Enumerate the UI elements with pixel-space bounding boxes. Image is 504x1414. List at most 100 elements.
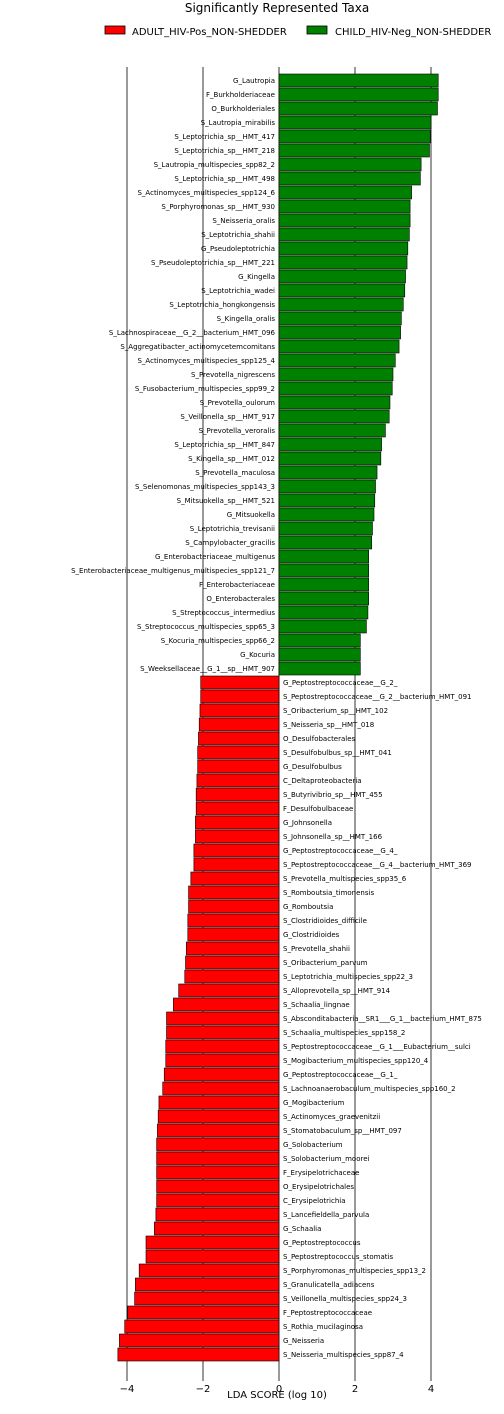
bars-group [117,73,439,1362]
bar [278,465,378,480]
bar [117,1347,280,1362]
bar [154,1221,280,1236]
x-axis-label: LDA SCORE (log 10) [227,1390,327,1401]
bar-label: S_Lachnoanaerobaculum_multispecies_spp16… [283,1085,456,1093]
bar-label: S_Neisseria_oralis [212,217,275,225]
bar-label: G_Schaalia [283,1225,321,1233]
bar-label: S_Lancefieldella_parvula [283,1211,369,1219]
bar-label: G_Peptostreptococcaceae__G_4_ [283,847,398,855]
bar [190,871,280,886]
bar [278,353,396,368]
x-tick-label: 0 [276,1384,282,1395]
bar [197,759,280,774]
bar [198,731,280,746]
bar [166,1011,280,1026]
bar [199,703,280,718]
bar-label: S_Fusobacterium_multispecies_spp99_2 [135,385,275,393]
bar-label: S_Porphyromonas_multispecies_spp13_2 [283,1267,426,1275]
bar-label: S_Campylobacter_gracilis [185,539,275,547]
bar [278,661,361,676]
legend-label-child: CHILD_HIV-Neg_NON-SHEDDER [335,27,491,38]
bar [158,1095,280,1110]
x-tick-label: 4 [428,1384,434,1395]
bar [278,591,369,606]
bar-label: S_Granulicatella_adiacens [283,1281,375,1289]
bar [278,269,406,284]
bar [145,1249,280,1264]
bar [278,381,393,396]
bar-label: O_Enterobacterales [206,595,275,603]
bar-label: F_Enterobacteriaceae [199,581,275,589]
x-tick-label: −4 [120,1384,135,1395]
bar [278,409,390,424]
bar-label: S_Peptostreptococcaceae__G_2__bacterium_… [283,693,471,701]
bar-label: G_Peptostreptococcaceae__G_1_ [283,1071,398,1079]
x-tick-label: 2 [352,1384,358,1395]
bar [278,535,373,550]
bar-label: S_Mogibacterium_multispecies_spp120_4 [283,1057,429,1065]
bar [278,339,400,354]
bar-label: F_Peptostreptococcaceae [283,1309,372,1317]
bar-label: G_Desulfobulbus [283,763,342,771]
bar-labels-group: G_Lautropia F_Burkholderiaceae O_Burkholde… [71,77,482,1359]
legend-swatch-child [306,25,328,35]
bar [200,689,280,704]
bar [278,283,406,298]
bar [278,311,402,326]
bar [157,1123,280,1138]
bar-label: S_Leptotrichia_multispecies_spp22_3 [283,973,413,981]
bar-label: G_Peptostreptococcaceae__G_2_ [283,679,398,687]
bar [278,143,430,158]
bar-label: S_Oribacterium_sp__HMT_102 [283,707,388,715]
bar [278,605,369,620]
bar-label: S_Lachnospiraceae__G_2__bacterium_HMT_09… [109,329,276,337]
x-axis: −4 −2 0 2 4 [120,1377,434,1395]
bar-label: S_Leptotrichia_sp__HMT_417 [174,133,275,141]
bar-label: S_Kingella_oralis [217,315,276,323]
bar [135,1277,280,1292]
bar [278,507,375,522]
bar-label: G_Pseudoleptotrichia [201,245,275,253]
bar-label: G_Kingella [238,273,275,281]
bar [278,395,391,410]
bar-label: S_Actinomyces_graevenitzii [283,1113,380,1121]
bar-label: S_Actinomyces_multispecies_spp125_4 [137,357,275,365]
bar-label: S_Leptotrichia_hongkongensis [169,301,275,309]
bar [162,1081,280,1096]
bar-label: S_Oribacterium_parvum [283,959,368,967]
bar [278,297,404,312]
bar-label: S_Kocuria_multispecies_spp66_2 [161,637,275,645]
bar-label: G_Enterobacteriaceae_multigenus [155,553,275,561]
bar [157,1109,280,1124]
bar [187,927,280,942]
bar-label: S_Prevotella_veroralis [199,427,276,435]
bar-label: O_Burkholderiales [211,105,275,113]
bar [188,885,280,900]
bar [278,227,410,242]
bar [155,1207,280,1222]
bar-label: S_Prevotella_nigrescens [191,371,275,379]
bar-label: O_Erysipelotrichales [283,1183,354,1191]
bar-label: S_Leptotrichia_sp__HMT_847 [174,441,275,449]
bar [184,969,280,984]
bar [278,171,421,186]
bar-label: S_Streptococcus_multispecies_spp65_3 [137,623,275,631]
bar-label: S_Alloprevotella_sp__HMT_914 [283,987,391,995]
bar [124,1319,280,1334]
bar [195,801,280,816]
bar-label: S_Neisseria_sp__HMT_018 [283,721,374,729]
bar [156,1151,280,1166]
bar-label: S_Prevotella_oulorum [200,399,275,407]
bar-label: S_Peptostreptococcaceae__G_1___Eubacteri… [283,1043,471,1051]
bar [145,1235,280,1250]
bar-label: S_Prevotella_multispecies_spp35_6 [283,875,407,883]
bar [278,101,438,116]
x-tick-label: −2 [196,1384,211,1395]
bar [278,241,409,256]
bar-label: S_Schaalia_multispecies_spp158_2 [283,1029,405,1037]
bar [156,1193,280,1208]
bar-label: G_Clostridioides [283,931,340,939]
bar [278,423,386,438]
bar [195,787,280,802]
bar-label: S_Leptotrichia_sp__HMT_218 [174,147,275,155]
